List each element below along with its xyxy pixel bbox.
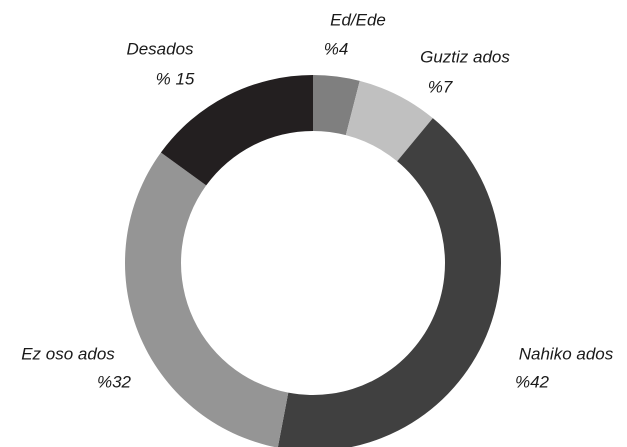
slice-value-label: %7 <box>428 77 453 96</box>
donut-slice <box>277 118 501 447</box>
slice-value-label: % 15 <box>156 69 195 88</box>
slice-value-label: %32 <box>97 372 132 391</box>
slice-label: Ed/Ede <box>330 10 386 29</box>
slice-label: Guztiz ados <box>420 47 510 66</box>
slice-label: Nahiko ados <box>519 344 614 363</box>
donut-slice <box>160 75 313 186</box>
slice-label: Ez oso ados <box>21 344 115 363</box>
donut-slice <box>313 75 360 136</box>
slice-value-label: %42 <box>515 372 550 391</box>
slice-label: Desados <box>126 39 194 58</box>
donut-slice <box>125 152 289 447</box>
donut-slice <box>345 80 433 162</box>
slice-value-label: %4 <box>324 39 349 58</box>
